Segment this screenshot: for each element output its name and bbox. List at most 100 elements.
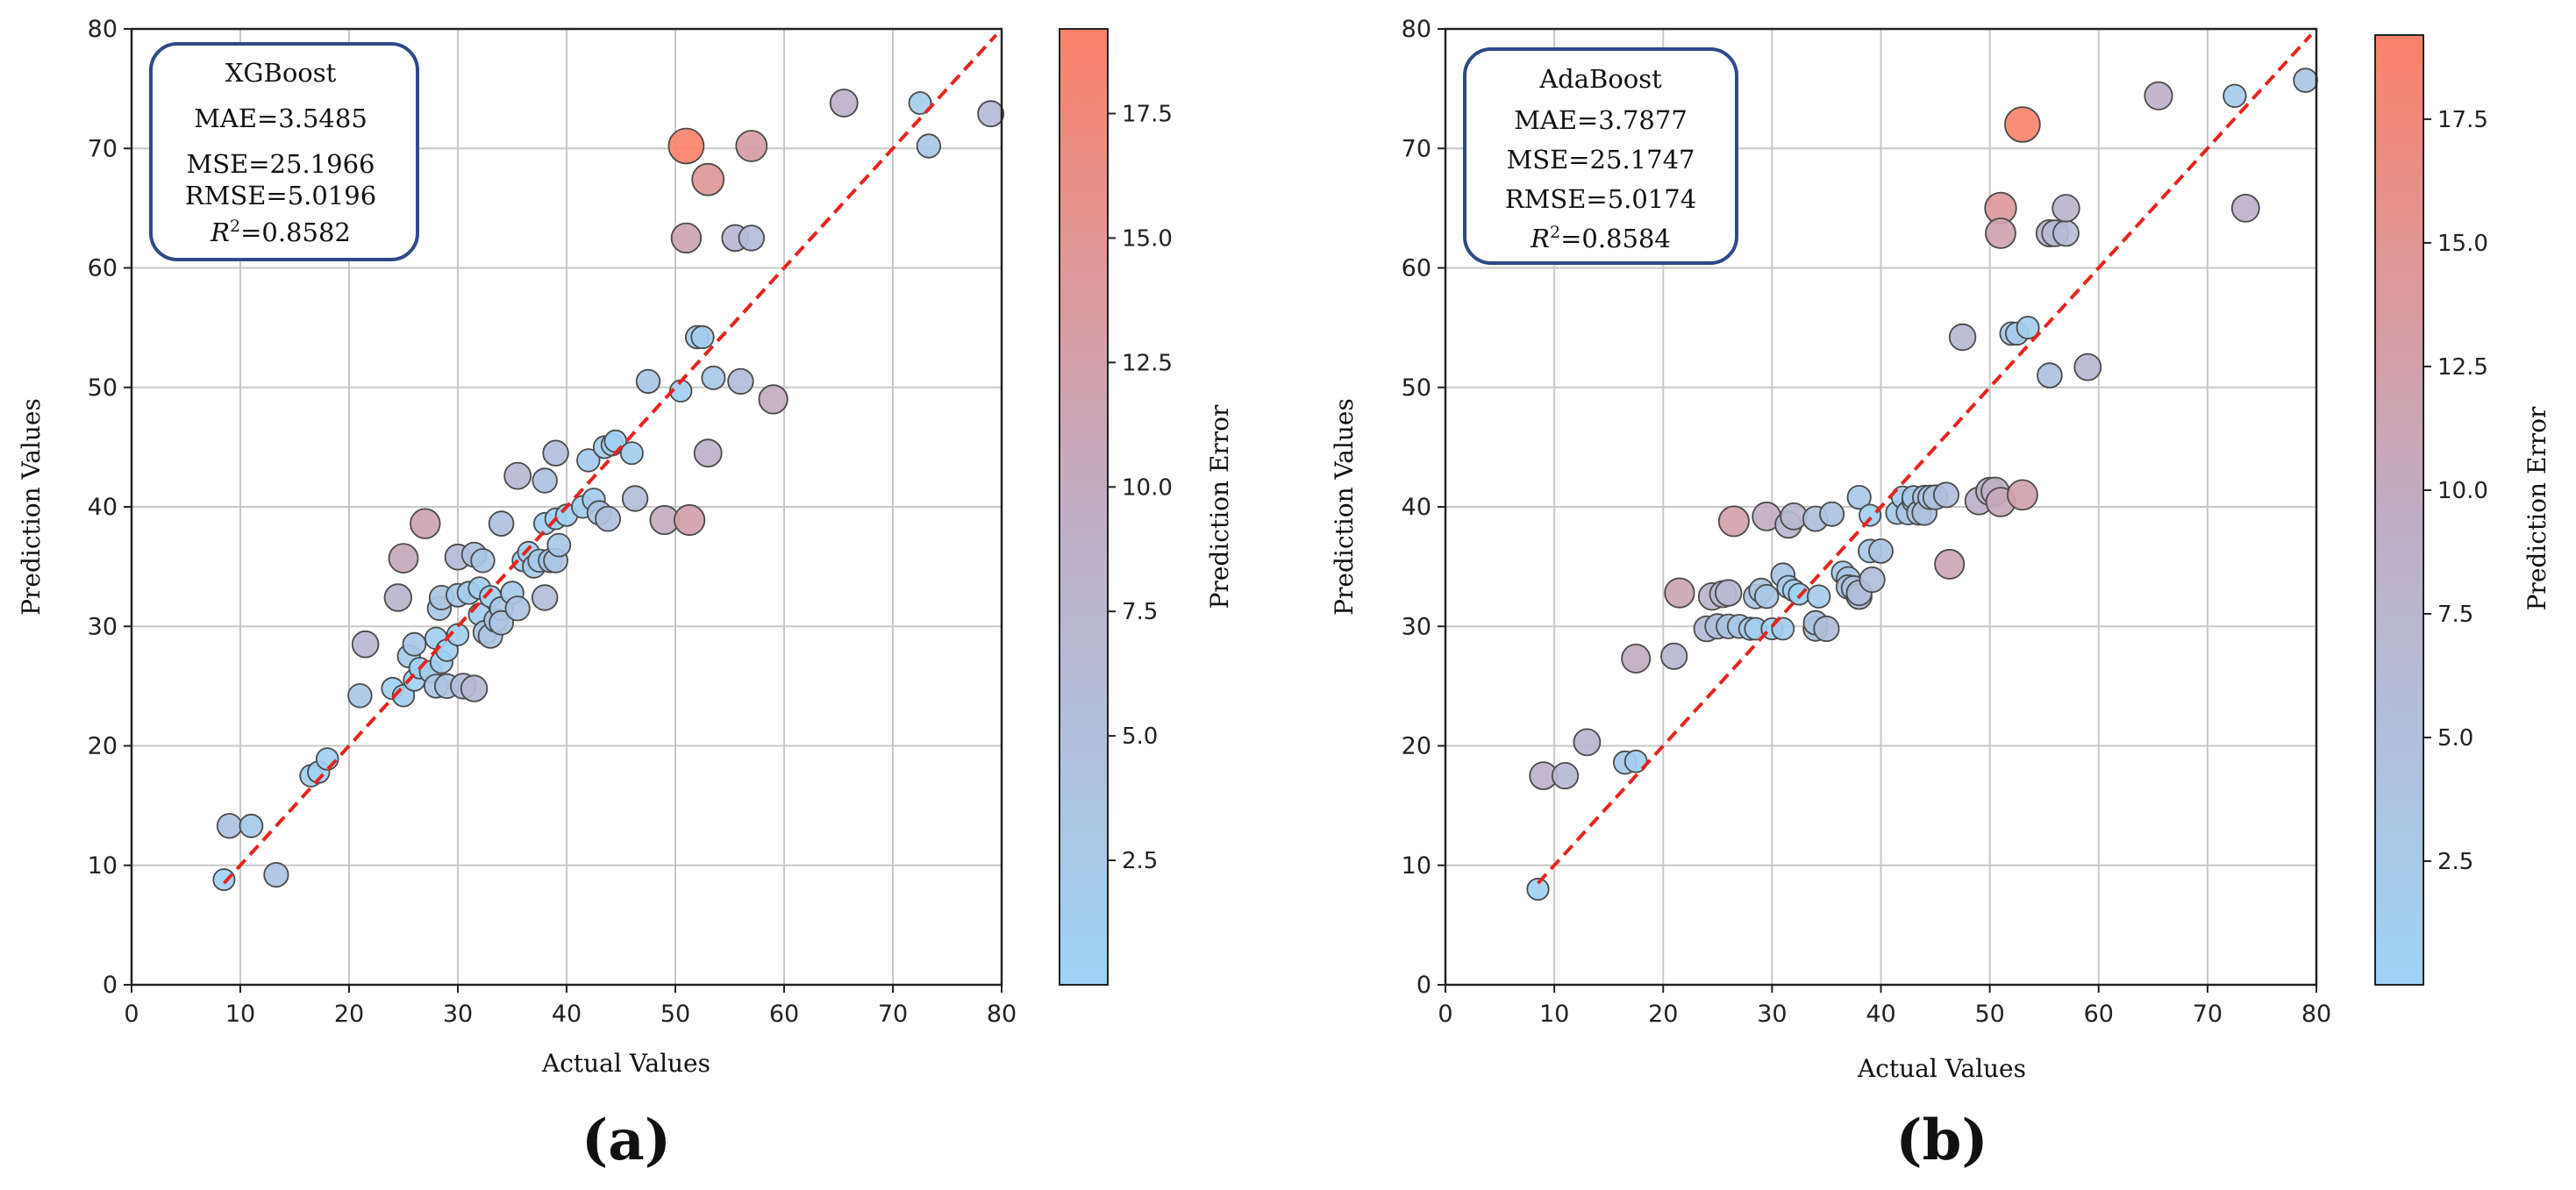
panel-xgboost: 0 10 20 30 40 50 60 70 80 0 10 20 30 40 50 60 70 80 Actua…: [17, 16, 1234, 1173]
scatter-point: [216, 813, 243, 839]
scatter-point: [670, 222, 703, 254]
colorbar: [2374, 34, 2424, 986]
metrics-r2: R2=0.8584: [1530, 223, 1671, 253]
scatter-point: [383, 583, 413, 612]
scatter-point: [693, 438, 723, 468]
x-tick-label: 70: [2193, 1001, 2223, 1028]
y-tick-label: 40: [88, 494, 118, 521]
y-tick-label: 0: [1416, 972, 1431, 999]
y-tick-label: 0: [103, 972, 118, 999]
x-tick-label: 40: [1866, 1001, 1895, 1028]
scatter-point: [1660, 642, 1688, 670]
y-tick-label: 20: [1402, 733, 1431, 760]
scatter-point: [1859, 503, 1882, 527]
y-tick-label: 50: [1402, 374, 1431, 402]
colorbar-label: Prediction Error: [2522, 406, 2551, 610]
scatter-point: [673, 503, 706, 537]
scatter-point: [347, 683, 373, 709]
scatter-point: [2006, 479, 2038, 511]
reference-line: [1537, 33, 2313, 885]
scatter-point: [504, 595, 531, 622]
x-tick-label: 60: [2084, 1001, 2114, 1028]
y-tick-label: 70: [88, 135, 118, 162]
scatter-point: [576, 448, 601, 473]
x-axis-label: Actual Values: [541, 1049, 710, 1078]
metrics-model: AdaBoost: [1538, 64, 1662, 94]
colorbar-tick-label: 7.5: [2437, 602, 2473, 628]
scatter-point: [1948, 323, 1977, 352]
x-tick-label: 50: [660, 1001, 690, 1028]
scatter-point: [2016, 316, 2040, 340]
metrics-box: XGBoost MAE=3.5485 MSE=25.1966 RMSE=5.01…: [149, 42, 419, 261]
scatter-point: [908, 91, 932, 115]
x-tick-label: 0: [1438, 1001, 1452, 1028]
scatter-point: [1753, 584, 1780, 609]
y-tick-label: 80: [1402, 16, 1431, 43]
scatter-point: [738, 224, 766, 252]
colorbar-tick-label: 2.5: [1122, 848, 1158, 874]
scatter-point: [735, 130, 768, 162]
x-tick-label: 10: [1539, 1001, 1569, 1028]
scatter-point: [1551, 761, 1580, 790]
colorbar-tick-label: 10.0: [2437, 478, 2488, 504]
y-tick-label: 60: [1402, 255, 1431, 282]
y-axis-label: Prediction Values: [17, 398, 46, 616]
scatter-point: [489, 609, 514, 636]
panel-label: (b): [1895, 1108, 1987, 1173]
scatter-point: [758, 384, 788, 415]
scatter-point: [546, 532, 572, 558]
colorbar-tick-label: 5.0: [2437, 725, 2473, 752]
scatter-point: [410, 508, 441, 539]
scatter-point: [621, 485, 649, 512]
colorbar-tick-label: 7.5: [1122, 599, 1158, 625]
scatter-point: [690, 324, 715, 350]
scatter-point: [351, 630, 380, 659]
colorbar-tick-label: 15.0: [2437, 231, 2488, 257]
x-tick-label: 40: [552, 1001, 582, 1028]
x-tick-label: 80: [2301, 1001, 2331, 1028]
scatter-point: [1846, 484, 1872, 510]
panel-adaboost: 0 10 20 30 40 50 60 70 80 0 10 20 30 40 50 60 70 80 Actua…: [1330, 16, 2551, 1173]
scatter-point: [727, 367, 754, 395]
x-axis-label: Actual Values: [1857, 1054, 2026, 1083]
x-tick-label: 80: [987, 1001, 1017, 1028]
scatter-point: [212, 868, 236, 892]
x-tick-label: 10: [225, 1001, 255, 1028]
scatter-point: [1717, 505, 1750, 538]
metrics-mse: MSE=25.1966: [187, 149, 375, 179]
colorbar-tick-label: 15.0: [1122, 225, 1173, 252]
scatter-point: [1806, 584, 1831, 609]
x-tick-label: 0: [124, 1001, 139, 1028]
scatter-point: [1771, 616, 1795, 641]
colorbar-tick-label: 10.0: [1122, 474, 1173, 501]
metrics-mae: MAE=3.5485: [194, 103, 367, 133]
scatter-point: [691, 162, 725, 196]
metrics-r2: R2=0.8582: [210, 217, 351, 247]
colorbar-tick-label: 5.0: [1122, 723, 1158, 750]
y-tick-label: 10: [1402, 852, 1431, 880]
scatter-point: [635, 368, 661, 395]
x-tick-label: 70: [878, 1001, 908, 1028]
x-tick-label: 50: [1974, 1001, 2004, 1028]
y-tick-label: 20: [88, 733, 118, 760]
scatter-point: [2052, 194, 2080, 223]
y-tick-label: 30: [1402, 613, 1431, 640]
panel-label: (a): [582, 1108, 671, 1173]
scatter-point: [2004, 106, 2041, 143]
x-tick-label: 20: [334, 1001, 364, 1028]
scatter-point: [916, 133, 942, 159]
scatter-point: [2293, 68, 2318, 93]
scatter-point: [1573, 728, 1602, 757]
scatter-point: [1934, 548, 1966, 580]
scatter-point: [1868, 538, 1894, 564]
y-tick-label: 30: [88, 613, 118, 640]
metrics-mse: MSE=25.1747: [1507, 145, 1695, 175]
colorbar-tick-label: 12.5: [2437, 354, 2488, 381]
scatter-point: [239, 813, 264, 838]
scatter-point: [1819, 501, 1845, 527]
scatter-point: [532, 467, 558, 494]
colorbar-tick-label: 17.5: [1122, 102, 1173, 128]
axis-ticks: 0 10 20 30 40 50 60 70 80 0 10 20 30 40 50 60 70 80: [1402, 16, 2332, 1028]
colorbar-ticks: 2.5 5.0 7.5 10.0 12.5 15.0 17.5: [2423, 107, 2488, 875]
colorbar-tick-label: 17.5: [2437, 107, 2488, 133]
